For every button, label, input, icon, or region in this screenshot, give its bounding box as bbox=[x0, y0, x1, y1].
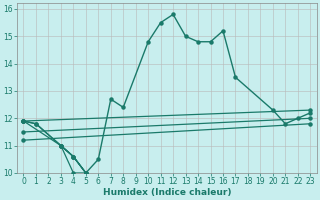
X-axis label: Humidex (Indice chaleur): Humidex (Indice chaleur) bbox=[103, 188, 231, 197]
